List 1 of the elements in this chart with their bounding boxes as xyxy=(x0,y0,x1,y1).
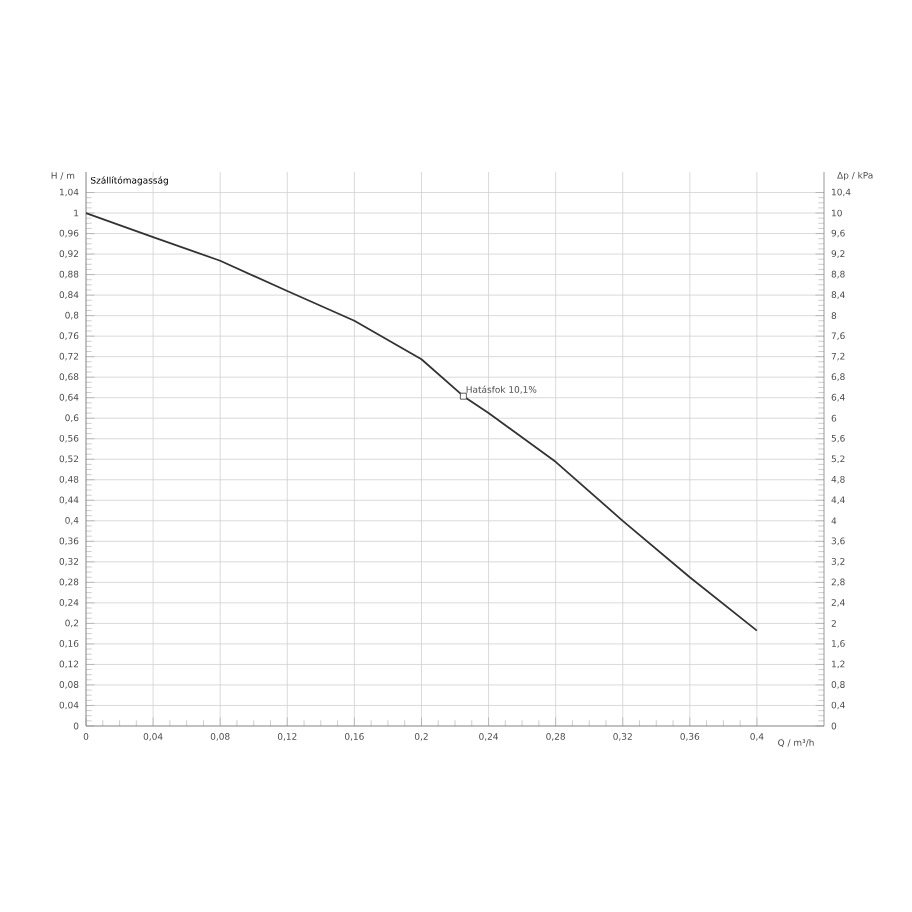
line-series xyxy=(85,212,758,632)
